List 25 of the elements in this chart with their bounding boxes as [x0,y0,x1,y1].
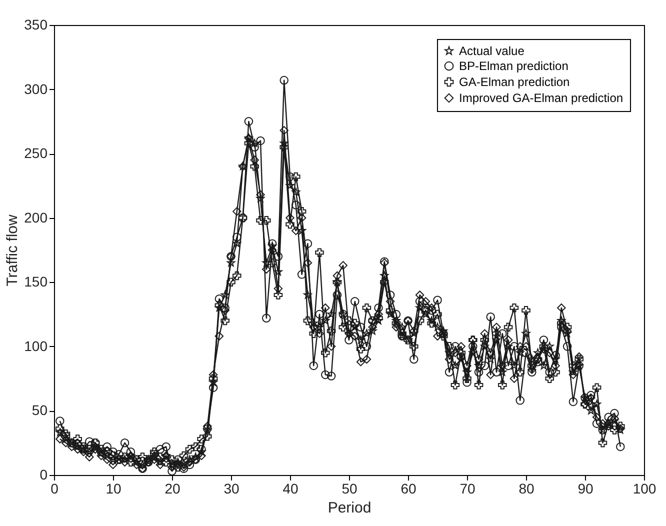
x-tick-label: 90 [578,480,594,496]
x-tick-label: 30 [224,480,240,496]
x-tick-label: 60 [400,480,416,496]
y-tick-label: 100 [24,338,48,354]
x-tick-label: 100 [632,480,656,496]
x-axis-title: Period [328,500,372,516]
x-tick-label: 80 [518,480,534,496]
x-tick-label: 20 [164,480,180,496]
y-tick-label: 300 [24,80,48,97]
legend-label: Improved GA-Elman prediction [459,91,624,105]
y-tick-label: 350 [24,16,48,32]
x-tick-label: 10 [106,480,122,496]
y-tick-label: 200 [24,209,48,226]
x-tick-label: 50 [342,480,358,496]
x-tick-label: 0 [50,480,59,496]
y-tick-label: 0 [40,466,48,482]
y-axis-title: Traffic flow [4,214,22,286]
legend-label: BP-Elman prediction [459,59,568,73]
y-tick-label: 150 [24,274,48,290]
y-tick-label: 50 [32,402,48,418]
y-tick-label: 250 [24,145,48,162]
x-tick-label: 70 [460,480,476,496]
x-tick-label: 40 [282,480,298,496]
legend-label: Actual value [459,44,525,58]
legend-label: GA-Elman prediction [459,75,570,89]
